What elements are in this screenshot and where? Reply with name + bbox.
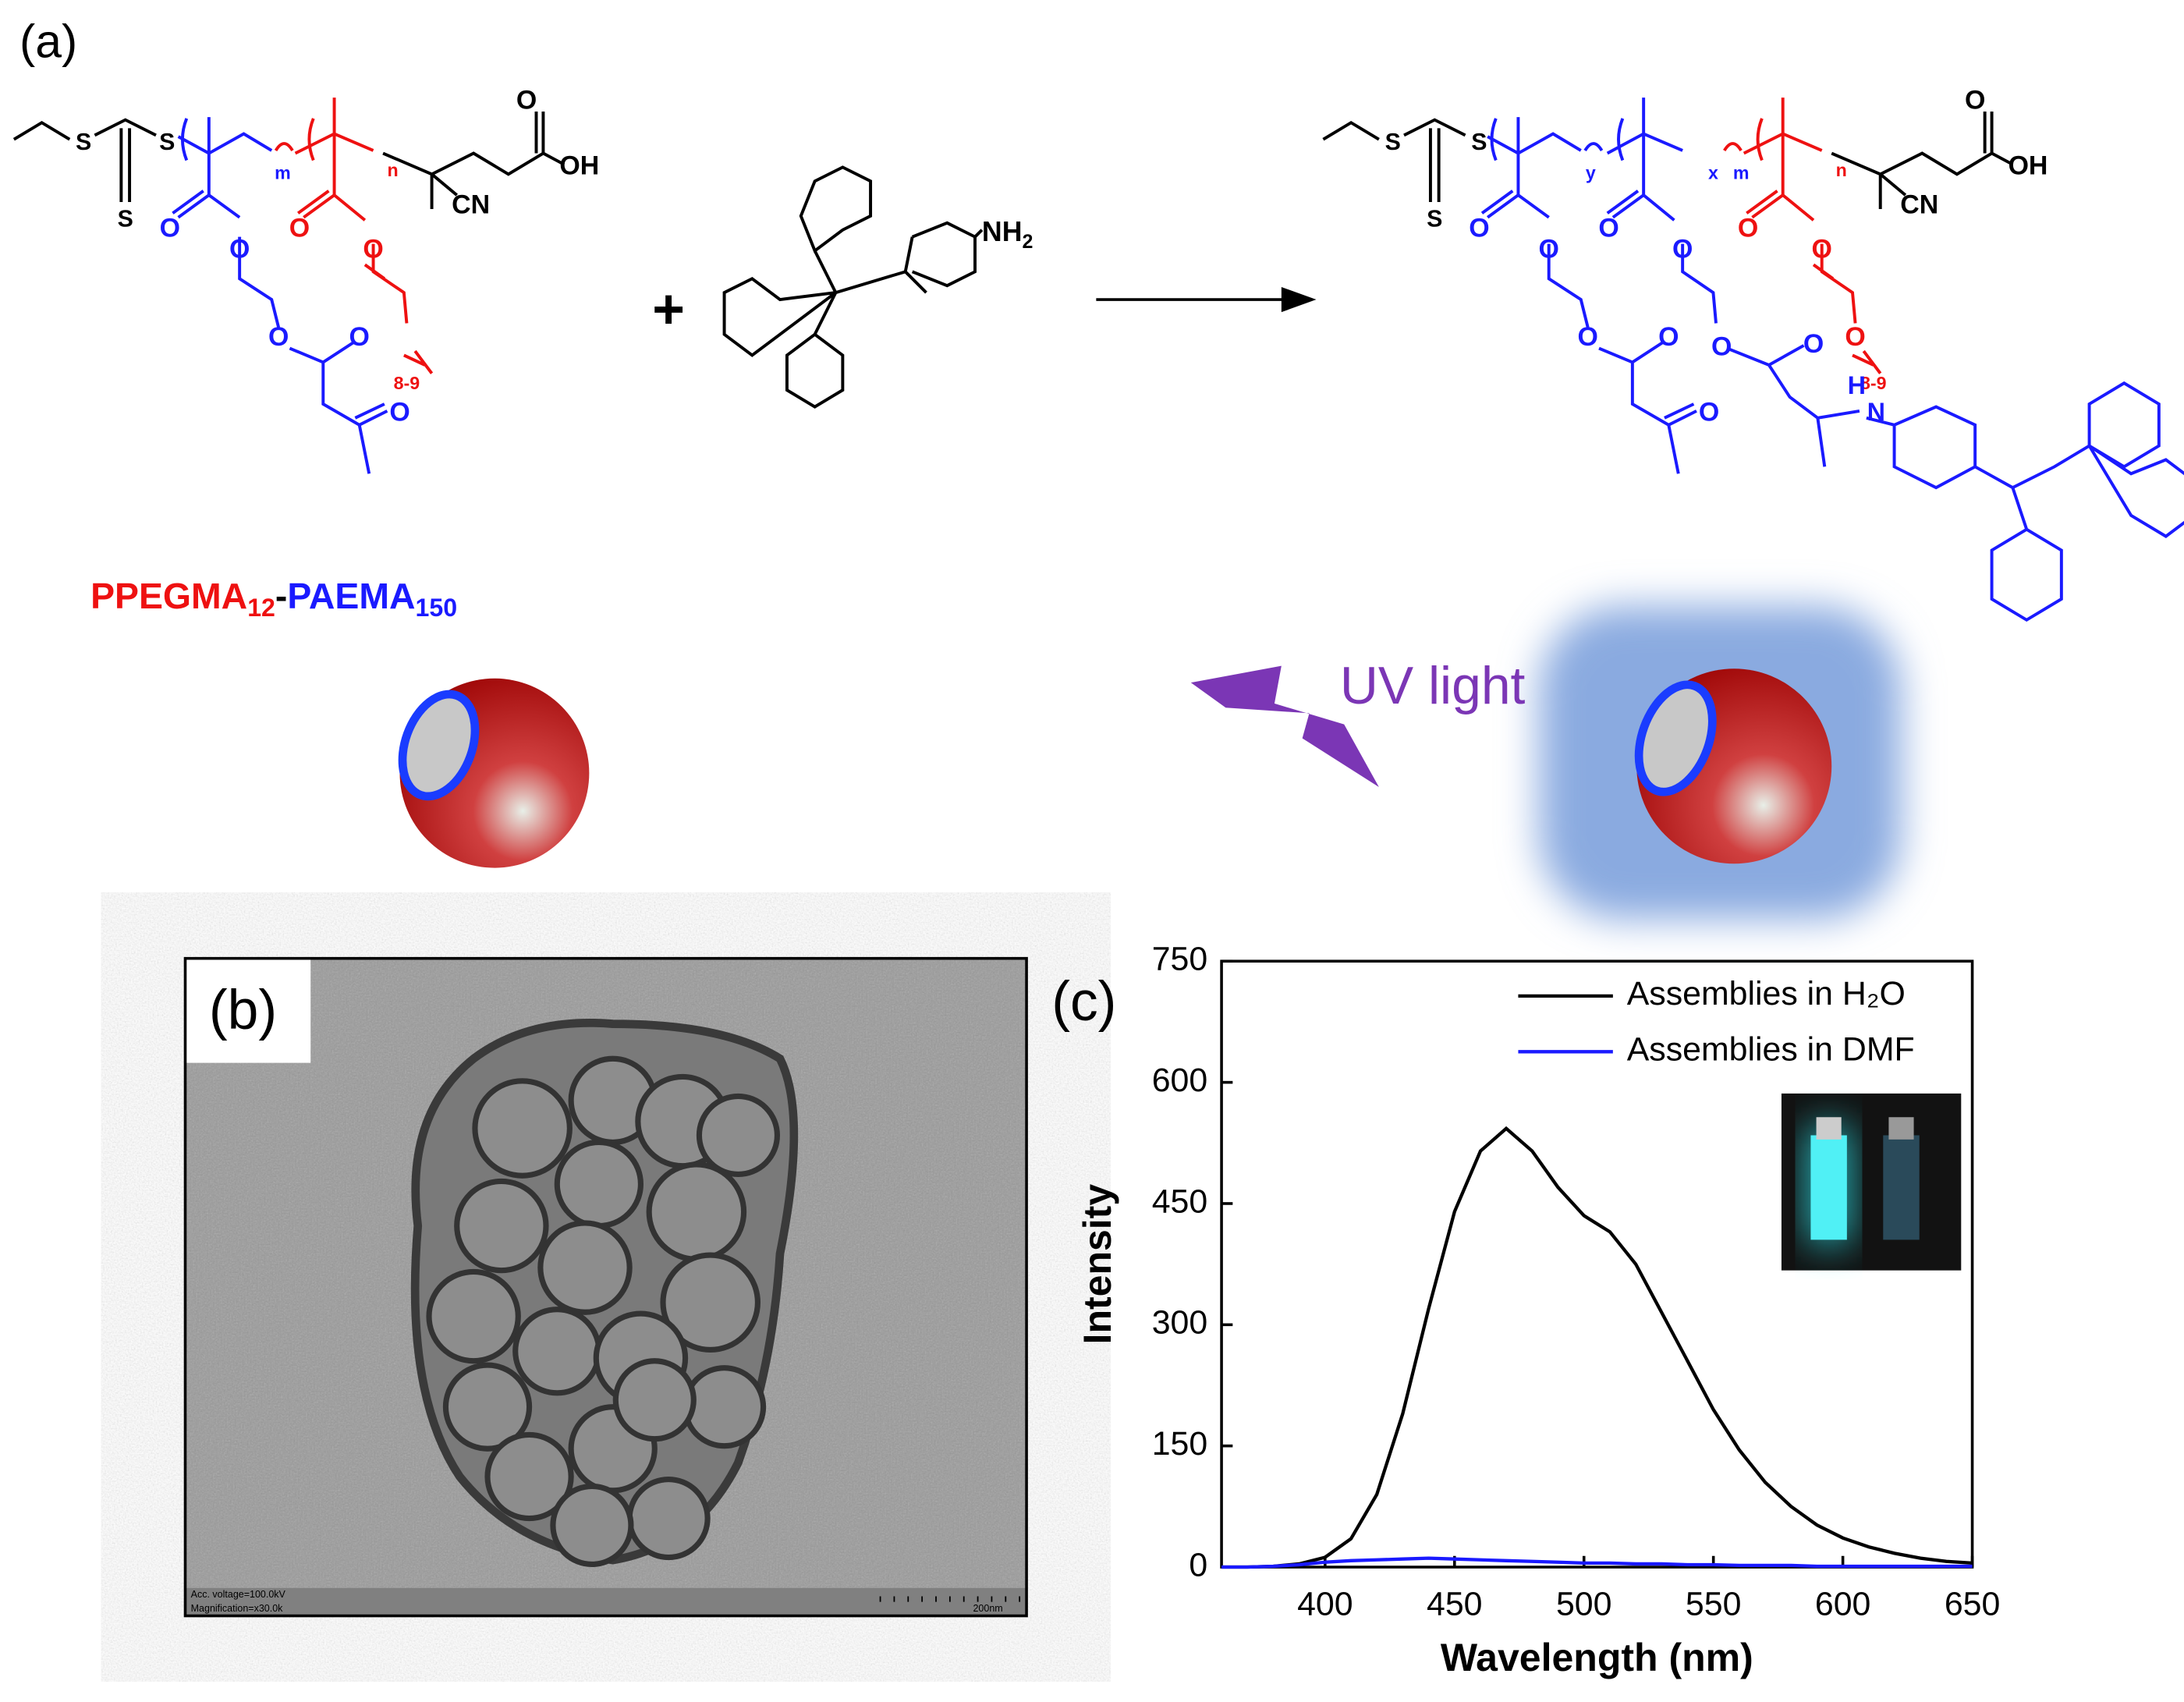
atom-label: O bbox=[160, 214, 180, 243]
atom-label: m bbox=[275, 162, 291, 183]
x-tick-label: 500 bbox=[1556, 1585, 1611, 1622]
micelle-right bbox=[1634, 668, 1832, 864]
atom-label: O bbox=[1598, 214, 1618, 243]
y-tick-label: 300 bbox=[1152, 1304, 1207, 1342]
atom-label: O bbox=[1803, 329, 1824, 359]
x-axis-title: Wavelength (nm) bbox=[1441, 1636, 1753, 1679]
line-series bbox=[1221, 1556, 1973, 1569]
x-tick-label: 450 bbox=[1427, 1585, 1482, 1622]
atom-label: S bbox=[1427, 206, 1442, 232]
amine-text: NH bbox=[982, 217, 1023, 248]
atom-label: n bbox=[387, 160, 398, 180]
line-series bbox=[1221, 1126, 1973, 1569]
atom-label: S bbox=[1385, 129, 1401, 155]
atom-label: S bbox=[159, 129, 175, 155]
y-tick-label: 750 bbox=[1152, 941, 1207, 978]
y-tick-label: 450 bbox=[1152, 1183, 1207, 1220]
x-tick-label: 650 bbox=[1945, 1585, 2000, 1622]
inset-photo bbox=[1781, 1093, 1962, 1271]
name-subscript: 150 bbox=[416, 594, 458, 622]
atom-label: OH bbox=[559, 151, 599, 180]
atom-label: O bbox=[1711, 332, 1732, 361]
uv-label: UV light bbox=[1340, 657, 1526, 715]
panel-label: (a) bbox=[20, 14, 77, 67]
amine-label: NH2 bbox=[982, 217, 1033, 253]
scale-label: 200nm bbox=[973, 1603, 1002, 1614]
y-axis-title: Intensity bbox=[1076, 1184, 1119, 1345]
atom-label: O bbox=[1845, 322, 1865, 352]
atom-label: S bbox=[76, 129, 91, 155]
atom-label: S bbox=[118, 206, 133, 232]
atom-label: m bbox=[1733, 162, 1750, 183]
atom-label: N bbox=[1867, 398, 1885, 426]
x-tick-label: 550 bbox=[1686, 1585, 1741, 1622]
atom-label: O bbox=[289, 214, 310, 243]
name-part: PPEGMA bbox=[90, 576, 247, 616]
tem-image bbox=[183, 956, 1028, 1618]
name-part: - bbox=[275, 576, 287, 616]
atom-label: OH bbox=[2008, 151, 2048, 180]
atom-label: O bbox=[349, 322, 370, 352]
atom-label: O bbox=[229, 234, 250, 264]
atom-label: O bbox=[1469, 214, 1489, 243]
atom-label: O bbox=[1812, 234, 1832, 264]
atom-label: S bbox=[1471, 129, 1487, 155]
amine-subscript: 2 bbox=[1023, 230, 1034, 252]
legend-label: Assemblies in DMF bbox=[1627, 1031, 1915, 1069]
atom-label: CN bbox=[1900, 190, 1938, 219]
polymer-name: PPEGMA12-PAEMA150 bbox=[90, 576, 457, 622]
atom-label: O bbox=[363, 234, 383, 264]
scale-bar bbox=[879, 1596, 1021, 1602]
x-tick-label: 600 bbox=[1815, 1585, 1870, 1622]
x-tick-label: 400 bbox=[1297, 1585, 1353, 1622]
reactant-structure bbox=[12, 98, 566, 474]
atom-label: O bbox=[516, 85, 537, 115]
atom-label: O bbox=[1658, 322, 1679, 352]
atom-label: O bbox=[1672, 234, 1693, 264]
atom-label: CN bbox=[452, 190, 490, 219]
atom-label: O bbox=[1738, 214, 1758, 243]
plus-sign: + bbox=[652, 278, 685, 341]
plot-frame bbox=[1220, 959, 1974, 1569]
atom-label: n bbox=[1836, 160, 1847, 180]
atom-label: H bbox=[1848, 371, 1866, 399]
atom-label: O bbox=[389, 397, 410, 427]
legend-label: Assemblies in H₂O bbox=[1627, 975, 1906, 1012]
lightning bbox=[1190, 665, 1379, 788]
name-part: PAEMA bbox=[287, 576, 415, 616]
atom-label: O bbox=[1539, 234, 1559, 264]
name-subscript: 12 bbox=[247, 594, 275, 622]
y-tick-label: 0 bbox=[1189, 1546, 1207, 1583]
atom-label: x bbox=[1708, 162, 1718, 183]
atom-label: 8-9 bbox=[1860, 373, 1887, 393]
tem-voltage: Acc. voltage=100.0kV bbox=[191, 1589, 286, 1600]
y-tick-label: 600 bbox=[1152, 1062, 1207, 1099]
amine-structure bbox=[722, 165, 984, 409]
chart: 400 450 500 550 600 650 0 150 300 450 600 750 Wavele… bbox=[1076, 941, 2000, 1679]
micelle-left bbox=[398, 678, 590, 868]
arrow-head bbox=[1281, 286, 1317, 313]
y-tick-label: 150 bbox=[1152, 1425, 1207, 1463]
atom-label: O bbox=[268, 322, 289, 352]
tem-magnification: Magnification=x30.0k bbox=[191, 1603, 284, 1614]
atom-label: 8-9 bbox=[394, 373, 420, 393]
atom-label: O bbox=[1699, 397, 1719, 427]
panel-label: (b) bbox=[209, 979, 277, 1041]
product-structure bbox=[1322, 98, 2184, 622]
atom-label: O bbox=[1965, 85, 1985, 115]
panel-label: (c) bbox=[1051, 970, 1116, 1033]
atom-label: y bbox=[1586, 162, 1596, 183]
atom-label: O bbox=[1578, 322, 1598, 352]
